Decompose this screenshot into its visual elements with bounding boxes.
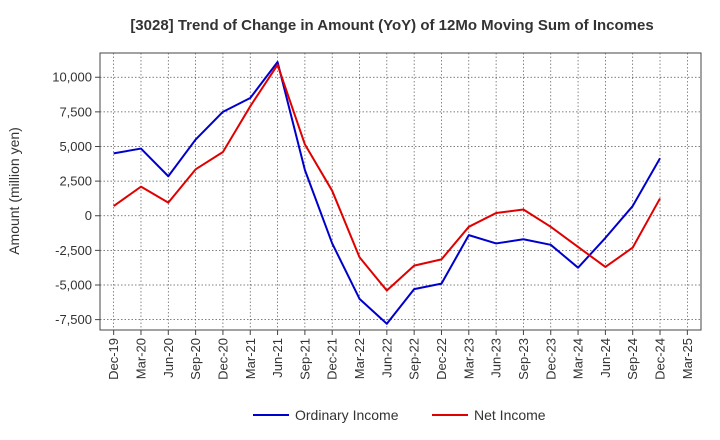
x-tick-label: Sep-20 [188,338,203,380]
y-tick-label: 7,500 [59,104,92,119]
x-tick-label: Jun-24 [598,338,613,378]
x-tick-label: Jun-21 [270,338,285,378]
x-tick-label: Dec-22 [434,338,449,380]
y-axis-label: Amount (million yen) [6,127,22,255]
y-tick-label: 2,500 [59,174,92,189]
y-tick-label: 5,000 [59,139,92,154]
chart-title: [3028] Trend of Change in Amount (YoY) o… [130,17,653,34]
plot-area: -7,500 -5,000 -2,500 0 2,500 5,000 7,500 10,000… [52,52,702,380]
x-tick-label: Mar-23 [461,338,476,379]
y-tick-label: 10,000 [52,70,92,85]
x-tick-label: Jun-20 [161,338,176,378]
y-tick-label: -5,000 [55,277,92,292]
x-tick-label: Sep-23 [516,338,531,380]
x-tick-label: Sep-21 [297,338,312,380]
x-tick-label: Sep-22 [407,338,422,380]
x-tick-label: Dec-21 [325,338,340,380]
y-tick-label: -7,500 [55,312,92,327]
y-tick-label: -2,500 [55,243,92,258]
x-tick-label: Dec-19 [106,338,121,380]
y-tick-label: 0 [85,208,92,223]
x-tick-label: Mar-20 [133,338,148,379]
plot-background [100,53,701,330]
x-tick-label: Mar-21 [243,338,258,379]
x-tick-label: Dec-24 [653,338,668,380]
legend-label: Net Income [474,407,546,423]
x-tick-label: Jun-23 [489,338,504,378]
x-tick-label: Mar-24 [571,338,586,379]
x-tick-label: Jun-22 [379,338,394,378]
x-tick-label: Mar-25 [680,338,695,379]
x-tick-label: Dec-23 [543,338,558,380]
legend: Ordinary Income Net Income [253,407,546,423]
legend-label: Ordinary Income [295,407,399,423]
x-tick-label: Mar-22 [352,338,367,379]
plot-border [99,52,702,331]
x-tick-label: Sep-24 [625,338,640,380]
x-tick-label: Dec-20 [215,338,230,380]
